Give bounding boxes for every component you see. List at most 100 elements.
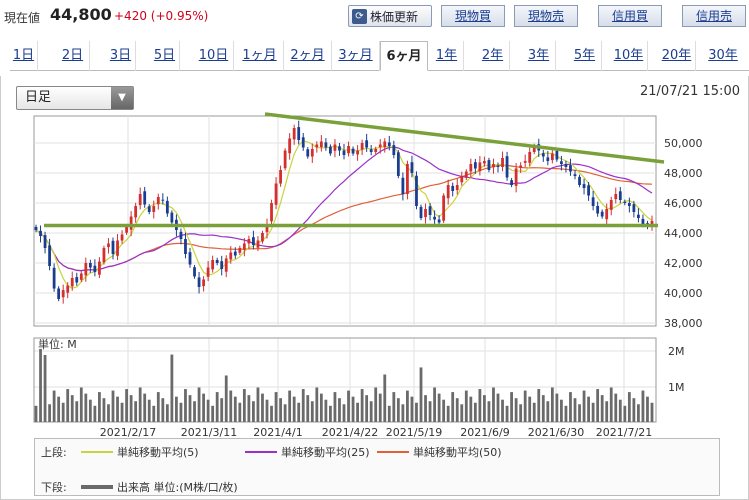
candle-body bbox=[555, 150, 559, 160]
volume-bar bbox=[437, 393, 441, 422]
price-tick-label: 44,000 bbox=[664, 227, 703, 240]
volume-bar bbox=[215, 392, 219, 422]
volume-bar bbox=[483, 395, 486, 422]
volume-bar bbox=[410, 396, 414, 422]
volume-bar bbox=[206, 399, 210, 422]
date-tick-label: 2021/4/22 bbox=[322, 426, 378, 439]
candle-body bbox=[329, 146, 332, 154]
candle-body bbox=[211, 260, 215, 270]
volume-bar bbox=[473, 402, 477, 422]
candle-body bbox=[560, 161, 563, 164]
candle-body bbox=[165, 200, 169, 214]
volume-bar bbox=[356, 402, 359, 422]
candle-body bbox=[220, 261, 224, 269]
volume-bar bbox=[392, 392, 396, 422]
tab-1m[interactable]: 1ヶ月 bbox=[236, 41, 284, 71]
volume-bar bbox=[202, 393, 205, 422]
volume-bar bbox=[79, 387, 83, 422]
update-price-button[interactable]: ⟳ 株価更新 bbox=[348, 5, 432, 27]
price-grid bbox=[34, 116, 656, 326]
legend-volume-label: 出来高 単位:(M株/口/枚) bbox=[117, 481, 238, 494]
candle-body bbox=[347, 146, 350, 154]
date-tick-label: 2021/4/1 bbox=[253, 426, 302, 439]
candle-body bbox=[156, 197, 160, 205]
candle-body bbox=[274, 183, 278, 205]
candle-body bbox=[111, 240, 115, 254]
candle-body bbox=[242, 243, 246, 250]
volume-swatch bbox=[81, 485, 113, 489]
candle-body bbox=[229, 252, 233, 260]
candle-body bbox=[170, 212, 174, 223]
volume-bar bbox=[446, 405, 450, 422]
tab-1y[interactable]: 1年 bbox=[430, 41, 464, 71]
volume-tick-label: 2M bbox=[668, 345, 685, 358]
volume-bar bbox=[179, 402, 183, 422]
date-tick-label: 2021/3/11 bbox=[181, 426, 237, 439]
cash-sell-button[interactable]: 現物売 bbox=[514, 5, 578, 27]
candle-body bbox=[415, 175, 418, 206]
candle-body bbox=[541, 153, 545, 157]
volume-bar bbox=[596, 389, 600, 422]
candle-body bbox=[98, 261, 101, 275]
volume-bar bbox=[451, 392, 455, 422]
tab-5d[interactable]: 5日 bbox=[150, 41, 180, 71]
margin-sell-button[interactable]: 信用売 bbox=[682, 5, 746, 27]
candle-body bbox=[179, 231, 183, 239]
period-select[interactable]: 日足 ▼ bbox=[16, 86, 134, 110]
tab-2d[interactable]: 2日 bbox=[56, 41, 90, 71]
candle-body bbox=[256, 240, 260, 248]
candle-body bbox=[587, 185, 590, 196]
volume-bar bbox=[460, 404, 464, 422]
volume-bar bbox=[138, 387, 142, 422]
volume-bar bbox=[564, 405, 568, 422]
date-tick-label: 2021/6/9 bbox=[460, 426, 509, 439]
volume-bar bbox=[396, 398, 400, 422]
volume-bar bbox=[505, 405, 509, 422]
volume-bar bbox=[301, 389, 305, 422]
candle-body bbox=[34, 227, 38, 230]
volume-bar bbox=[319, 393, 323, 422]
tab-10y[interactable]: 10年 bbox=[610, 41, 648, 71]
candle-body bbox=[120, 234, 124, 241]
period-select-value: 日足 bbox=[25, 90, 52, 105]
volume-bar bbox=[464, 390, 468, 422]
cash-buy-button[interactable]: 現物買 bbox=[441, 5, 505, 27]
tab-10d[interactable]: 10日 bbox=[194, 41, 234, 71]
candle-body bbox=[437, 219, 441, 223]
margin-buy-button[interactable]: 信用買 bbox=[598, 5, 662, 27]
volume-bar bbox=[369, 401, 373, 422]
candle-body bbox=[247, 239, 251, 244]
tab-30y[interactable]: 30年 bbox=[708, 48, 738, 63]
tab-2m[interactable]: 2ヶ月 bbox=[284, 41, 332, 71]
tab-20y[interactable]: 20年 bbox=[658, 41, 696, 71]
candle-body bbox=[306, 149, 310, 157]
volume-bar bbox=[233, 396, 237, 422]
candle-body bbox=[161, 199, 165, 201]
candle-body bbox=[455, 185, 459, 191]
volume-bar bbox=[510, 392, 513, 422]
tab-3d[interactable]: 3日 bbox=[106, 41, 136, 71]
volume-bar bbox=[39, 348, 42, 422]
date-tick-label: 2021/5/19 bbox=[386, 426, 442, 439]
candle-body bbox=[609, 200, 613, 210]
tab-5y[interactable]: 5年 bbox=[568, 41, 602, 71]
tab-3m[interactable]: 3ヶ月 bbox=[332, 41, 380, 71]
candle-body bbox=[632, 204, 636, 212]
volume-bar bbox=[605, 401, 609, 422]
tab-1d[interactable]: 1日 bbox=[10, 41, 38, 71]
tab-2y[interactable]: 2年 bbox=[476, 41, 510, 71]
tab-3y[interactable]: 3年 bbox=[522, 41, 556, 71]
volume-bar bbox=[152, 405, 156, 422]
volume-bar bbox=[292, 396, 296, 422]
price-panel bbox=[33, 115, 657, 327]
candle-body bbox=[505, 156, 509, 178]
candle-body bbox=[93, 265, 97, 272]
volume-bar bbox=[569, 392, 572, 422]
candle-body bbox=[125, 227, 128, 233]
trendlines bbox=[44, 112, 665, 228]
volume-bar bbox=[147, 399, 151, 422]
candle-body bbox=[442, 195, 446, 221]
chevron-down-icon[interactable]: ▼ bbox=[111, 87, 133, 109]
update-price-label: 株価更新 bbox=[370, 9, 419, 24]
tab-6m[interactable]: 6ヶ月 bbox=[380, 41, 428, 71]
